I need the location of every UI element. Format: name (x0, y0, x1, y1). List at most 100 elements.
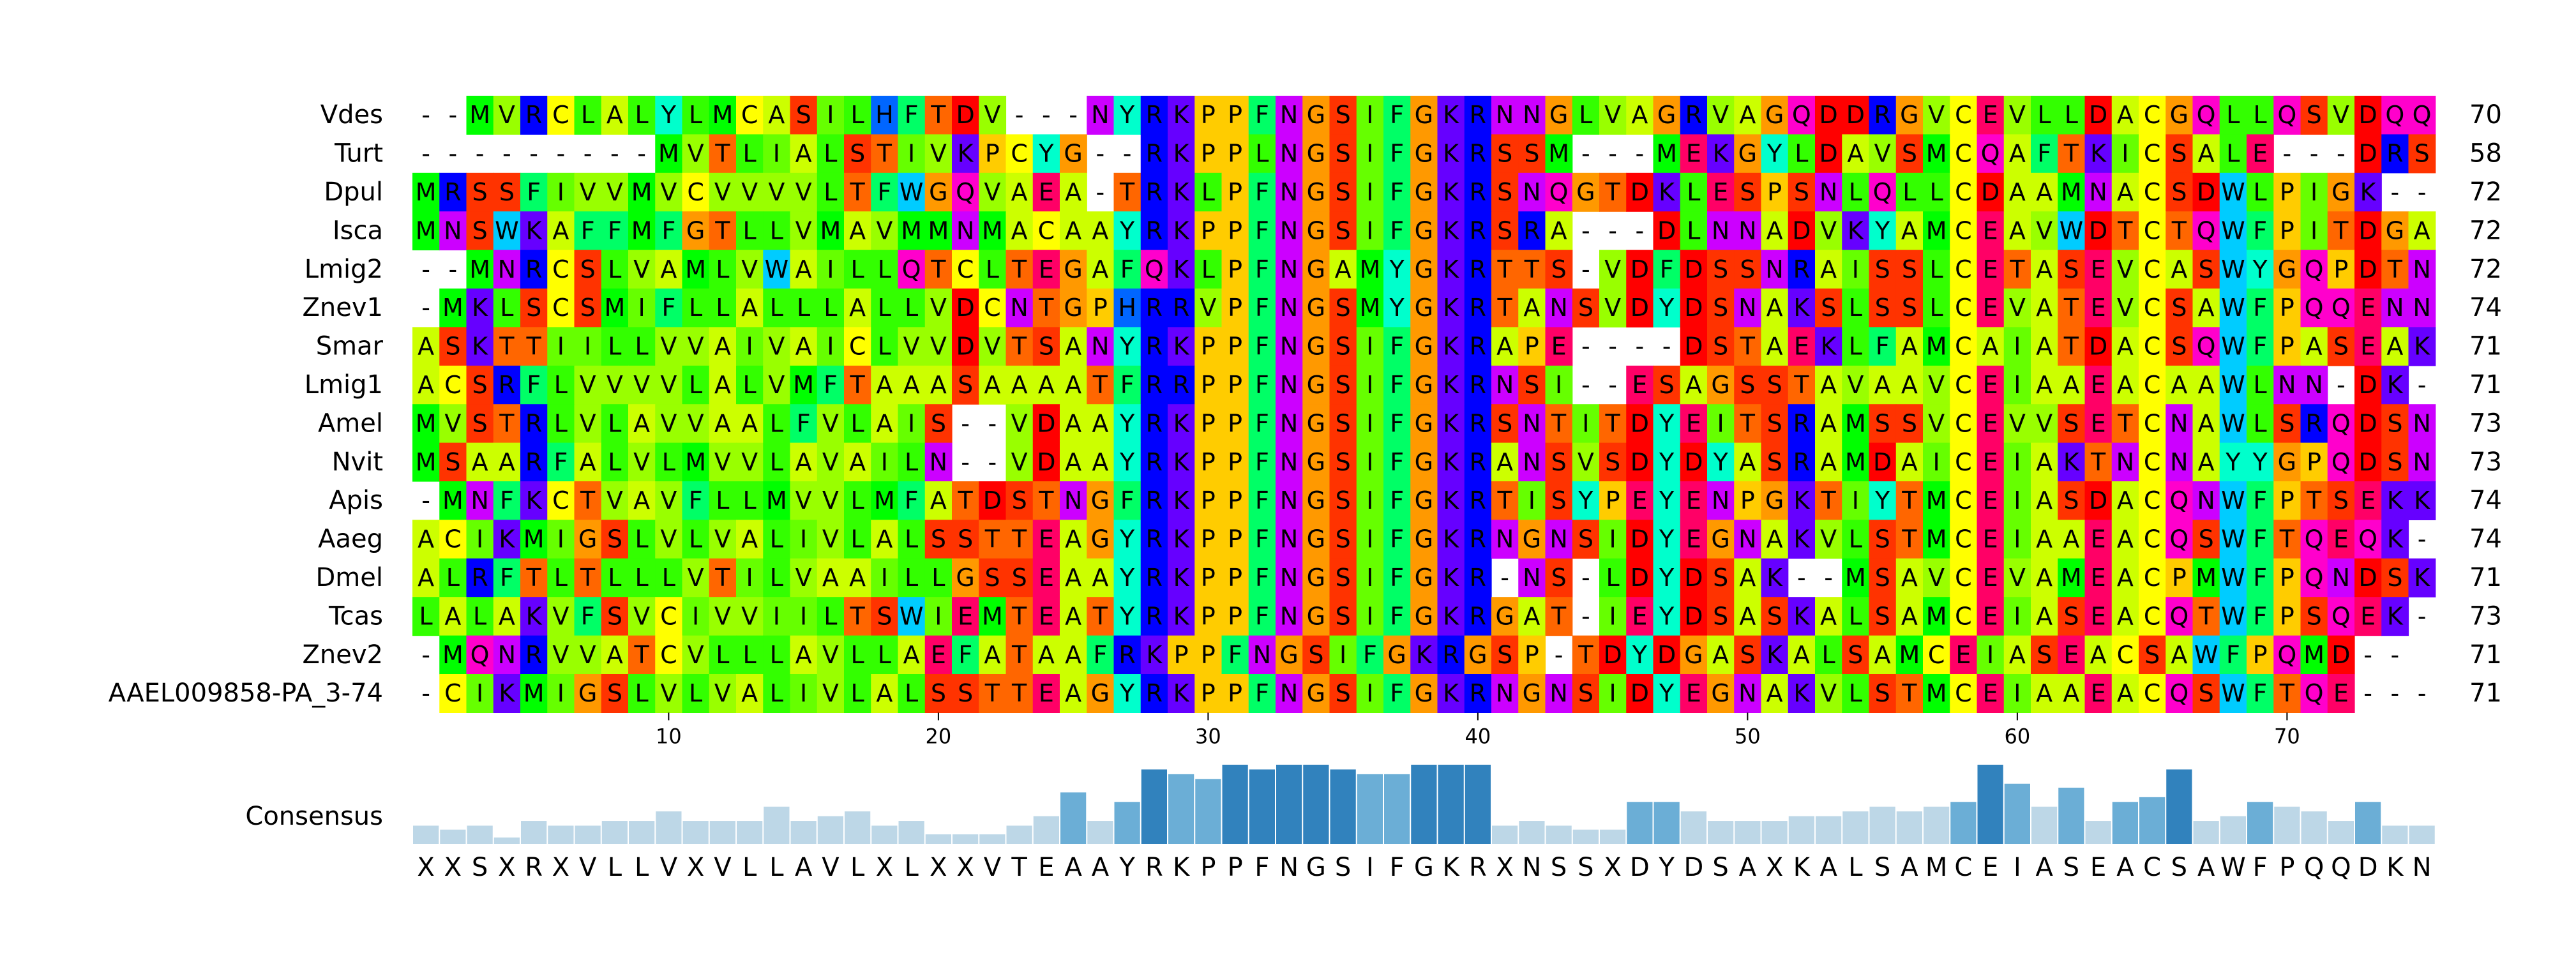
residue-cell (1329, 481, 1357, 520)
residue-letter: F (2253, 564, 2267, 592)
residue-letter: T (930, 255, 946, 283)
consensus-residue: Y (1658, 853, 1675, 882)
residue-letter: E (1632, 486, 1647, 514)
residue-cell (924, 96, 953, 135)
residue-letter: F (1390, 409, 1404, 437)
residue-cell (2219, 327, 2247, 366)
residue-cell (952, 558, 979, 597)
residue-cell (1626, 250, 1654, 289)
residue-cell (1653, 597, 1681, 636)
residue-cell (952, 327, 979, 366)
residue-cell (2381, 520, 2409, 559)
residue-letter: V (741, 255, 758, 283)
residue-cell (520, 635, 548, 675)
residue-cell (2165, 289, 2194, 327)
residue-letter: V (2036, 216, 2053, 244)
residue-cell (628, 327, 656, 366)
residue-letter: A (2036, 602, 2053, 630)
residue-cell (924, 558, 953, 597)
residue-letter: L (2038, 101, 2051, 129)
residue-cell (2111, 558, 2139, 597)
residue-letter: S (958, 525, 973, 553)
residue-letter: T (580, 486, 596, 514)
residue-letter: K (1848, 216, 1864, 244)
residue-cell (709, 289, 737, 327)
residue-letter: V (1928, 564, 1945, 592)
residue-cell (2139, 289, 2166, 327)
residue-letter: Y (661, 101, 677, 129)
residue-cell (1383, 558, 1411, 597)
residue-letter: - (421, 101, 430, 129)
consensus-residue: X (876, 853, 893, 882)
residue-cell (574, 250, 602, 289)
consensus-residue: A (2116, 853, 2134, 882)
residue-cell (1060, 365, 1087, 405)
residue-cell (1734, 481, 1762, 520)
residue-cell (2031, 558, 2058, 597)
residue-cell (466, 172, 494, 212)
residue-cell (493, 327, 521, 366)
residue-cell (1032, 365, 1060, 405)
residue-letter: C (1955, 294, 1972, 322)
residue-letter: K (2387, 525, 2404, 553)
residue-letter: A (499, 448, 515, 476)
residue-letter: A (2117, 178, 2134, 206)
residue-letter: S (1740, 371, 1755, 399)
residue-cell (1221, 211, 1249, 251)
residue-cell (1329, 442, 1357, 482)
residue-cell (1168, 134, 1195, 174)
residue-cell (1977, 250, 2005, 289)
residue-letter: E (1983, 679, 1998, 707)
residue-cell (790, 96, 818, 135)
residue-letter: K (1659, 178, 1675, 206)
residue-cell (2003, 442, 2031, 482)
residue-letter: V (688, 333, 704, 361)
residue-letter: K (1443, 486, 1459, 514)
residue-letter: P (1093, 294, 1108, 322)
residue-letter: P (1201, 679, 1216, 707)
residue-letter: - (1581, 333, 1590, 361)
residue-letter: V (688, 409, 704, 437)
residue-letter: L (689, 371, 702, 399)
residue-letter: L (743, 371, 757, 399)
residue-letter: P (1228, 216, 1242, 244)
residue-letter: K (499, 525, 515, 553)
residue-cell (1599, 558, 1627, 597)
residue-letter: K (472, 294, 488, 322)
residue-cell (1545, 481, 1573, 520)
residue-cell (1464, 327, 1492, 366)
residue-cell (1168, 365, 1195, 405)
residue-cell (1410, 289, 1438, 327)
residue-letter: C (2144, 679, 2161, 707)
residue-letter: A (876, 525, 893, 553)
residue-cell (547, 635, 575, 675)
residue-cell (2084, 558, 2113, 597)
residue-cell (2058, 404, 2086, 444)
residue-cell (1923, 289, 1950, 327)
residue-letter: - (1096, 178, 1105, 206)
residue-letter: G (1064, 294, 1082, 322)
residue-letter: Y (2225, 448, 2241, 476)
residue-letter: S (1740, 641, 1755, 669)
residue-letter: F (661, 294, 675, 322)
residue-letter: V (903, 333, 920, 361)
residue-letter: T (1092, 602, 1108, 630)
residue-cell (1464, 96, 1492, 135)
consensus-bar (2409, 825, 2435, 844)
residue-cell (466, 96, 494, 135)
residue-letter: D (1657, 216, 1676, 244)
residue-letter: G (1711, 371, 1729, 399)
residue-letter: P (1228, 564, 1242, 592)
residue-letter: M (982, 602, 1003, 630)
residue-cell (1977, 481, 2005, 520)
residue-cell (1221, 597, 1249, 636)
residue-cell (2058, 134, 2086, 174)
residue-letter: P (1201, 564, 1216, 592)
residue-letter: A (2009, 216, 2026, 244)
residue-letter: S (2333, 333, 2349, 361)
residue-cell (1653, 365, 1681, 405)
residue-letter: A (2009, 140, 2026, 168)
consensus-bar (1788, 816, 1814, 844)
residue-cell (817, 520, 845, 559)
